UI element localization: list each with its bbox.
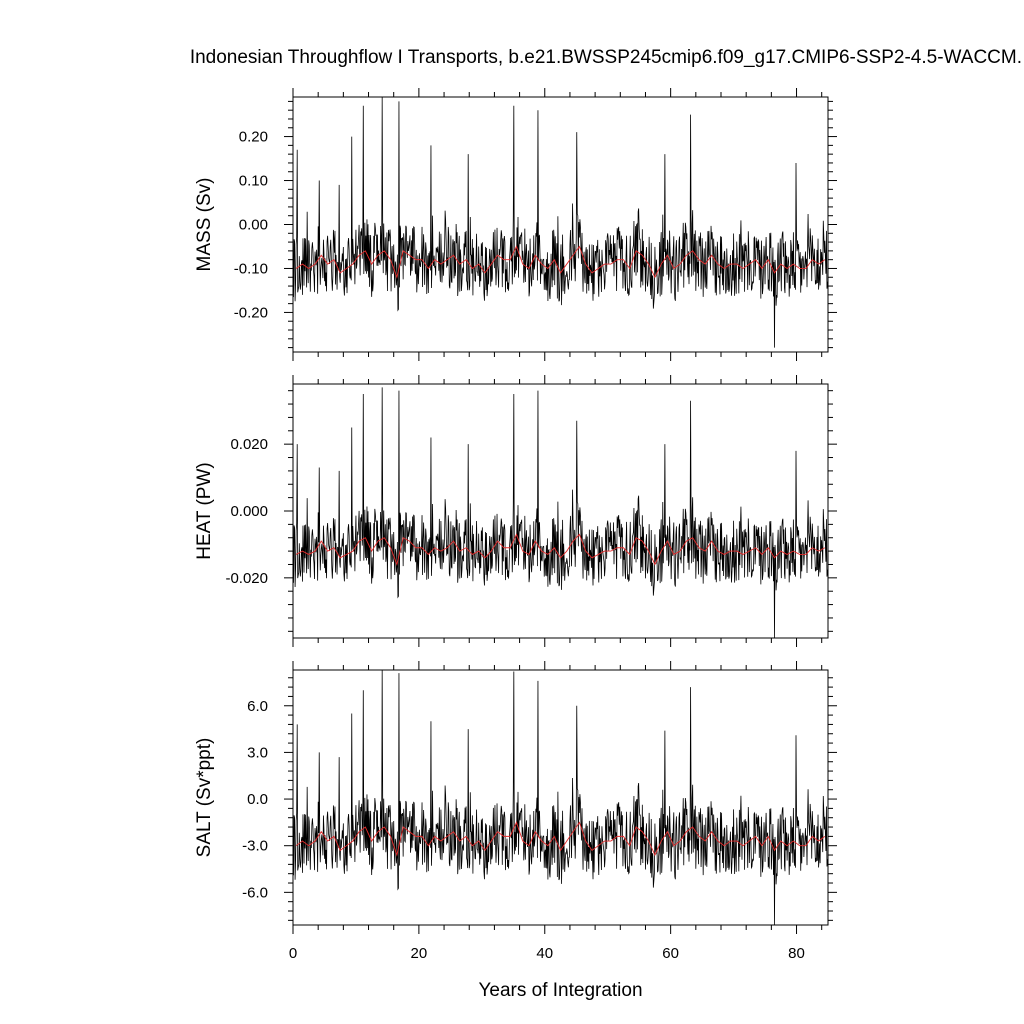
y-tick-label: 0.00 xyxy=(239,217,268,234)
y-tick-label: -6.0 xyxy=(242,884,268,901)
y-tick-label: 0.10 xyxy=(239,173,268,190)
figure-title: Indonesian Throughflow I Transports, b.e… xyxy=(189,47,1022,68)
panel-salt: 6.0 3.0 0.0 -3.0 -6.0 SALT (Sv*ppt) 0 20 40 60 80 Y… xyxy=(194,661,837,1001)
plot-frame xyxy=(292,383,829,639)
y-tick-label: 0.020 xyxy=(230,436,268,453)
y-axis-label: MASS (Sv) xyxy=(194,178,215,272)
panel-mass: 0.20 0.10 0.00 -0.10 -0.20 MASS (Sv) xyxy=(194,88,837,361)
monthly-series-line xyxy=(293,387,828,638)
annual-mean-line xyxy=(295,821,826,857)
y-tick-label: -0.10 xyxy=(234,260,268,277)
x-tick-label: 60 xyxy=(662,945,679,962)
monthly-series-line xyxy=(293,670,828,925)
x-tick-label: 0 xyxy=(289,945,297,962)
y-axis-label: HEAT (PW) xyxy=(194,462,215,559)
y-tick-label: -0.020 xyxy=(225,570,268,587)
x-axis-label: Years of Integration xyxy=(478,980,642,1001)
y-tick-label: 0.20 xyxy=(239,129,268,146)
annual-mean-line xyxy=(295,245,826,279)
y-tick-label: -3.0 xyxy=(242,838,268,855)
y-tick-label: 0.0 xyxy=(247,791,268,808)
y-tick-label: 3.0 xyxy=(247,744,268,761)
plot-frame xyxy=(292,669,829,926)
x-tick-label: 20 xyxy=(411,945,428,962)
panel-heat: 0.020 0.000 -0.020 HEAT (PW) xyxy=(194,375,837,647)
y-tick-label: 0.000 xyxy=(230,503,268,520)
y-tick-label: 6.0 xyxy=(247,698,268,715)
x-tick-label: 40 xyxy=(536,945,553,962)
y-tick-label: -0.20 xyxy=(234,304,268,321)
annual-mean-line xyxy=(295,533,826,567)
monthly-series-line xyxy=(293,97,828,348)
y-axis-label: SALT (Sv*ppt) xyxy=(194,738,215,858)
plot-frame xyxy=(292,96,829,353)
x-tick-label: 80 xyxy=(788,945,805,962)
